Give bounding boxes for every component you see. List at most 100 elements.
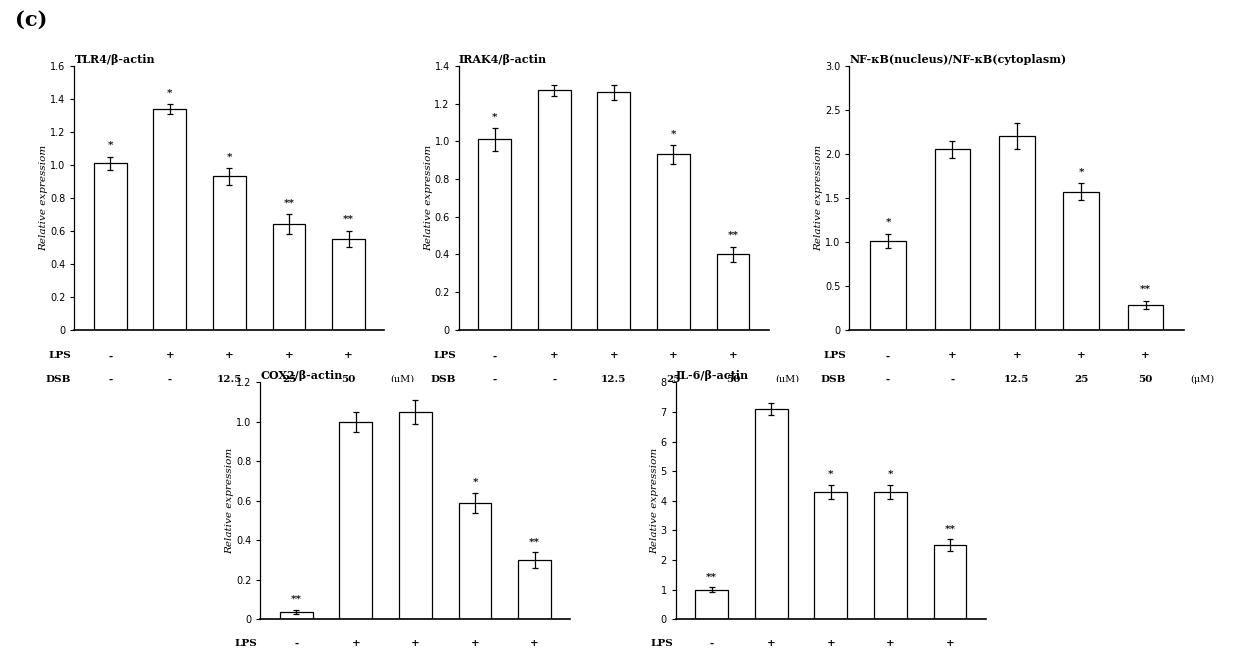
Bar [657,154,689,330]
Text: +: + [729,351,738,360]
Bar [479,139,511,330]
Bar [518,560,551,619]
Bar [874,492,906,619]
Text: 25: 25 [1074,375,1089,384]
Text: -: - [167,375,172,384]
Bar [399,412,432,619]
Text: +: + [345,351,353,360]
Text: +: + [1141,351,1149,360]
Text: +: + [1076,351,1085,360]
Bar [273,224,305,330]
Text: 50: 50 [725,375,740,384]
Text: -: - [294,639,299,648]
Text: 12.5: 12.5 [601,375,626,384]
Text: **: ** [290,594,301,604]
Text: -: - [108,375,113,384]
Text: -: - [885,375,890,384]
Text: **: ** [529,537,541,546]
Bar [935,150,970,330]
Text: *: * [227,152,232,161]
Y-axis label: Relative expressiom: Relative expressiom [650,447,660,554]
Text: -: - [108,351,113,360]
Bar [1128,305,1163,330]
Text: IRAK4/β-actin: IRAK4/β-actin [459,54,547,65]
Text: (μM): (μM) [775,375,799,384]
Text: *: * [108,141,113,150]
Text: +: + [549,351,558,360]
Bar [999,136,1034,330]
Text: 12.5: 12.5 [217,375,242,384]
Text: -: - [950,375,955,384]
Text: 50: 50 [341,375,356,384]
Text: **: ** [706,573,717,581]
Y-axis label: Relative expressiom: Relative expressiom [815,144,823,251]
Text: +: + [165,351,174,360]
Text: *: * [1079,167,1084,176]
Text: **: ** [728,231,739,240]
Bar [870,241,905,330]
Text: LPS: LPS [650,639,673,648]
Bar [538,90,570,330]
Bar [696,590,728,619]
Text: *: * [885,218,890,227]
Bar [1064,192,1099,330]
Text: +: + [949,351,957,360]
Text: -: - [709,639,714,648]
Text: +: + [471,639,480,648]
Bar [934,546,966,619]
Bar [598,92,630,330]
Text: DSB: DSB [430,375,456,384]
Y-axis label: Relative expressiom: Relative expressiom [40,144,48,251]
Text: +: + [887,639,895,648]
Text: -: - [492,375,497,384]
Text: LPS: LPS [234,639,258,648]
Text: DSB: DSB [46,375,72,384]
Text: (μM): (μM) [391,375,414,384]
Text: **: ** [343,215,355,224]
Text: (c): (c) [15,10,47,30]
Bar [94,163,126,330]
Bar [815,492,847,619]
Text: LPS: LPS [48,351,72,360]
Text: NF-κB(nucleus)/NF-κB(cytoplasm): NF-κB(nucleus)/NF-κB(cytoplasm) [849,54,1066,65]
Bar [755,409,787,619]
Text: LPS: LPS [823,351,846,360]
Text: *: * [472,478,477,487]
Text: *: * [828,470,833,478]
Bar [280,612,312,619]
Text: +: + [1012,351,1022,360]
Text: TLR4/β-actin: TLR4/β-actin [74,54,155,65]
Text: **: ** [1140,285,1151,294]
Text: +: + [826,639,836,648]
Bar [717,254,749,330]
Bar [332,239,365,330]
Y-axis label: Relative expressiom: Relative expressiom [226,447,234,554]
Text: IL-6/β-actin: IL-6/β-actin [676,370,749,382]
Text: 25: 25 [281,375,296,384]
Y-axis label: Relative expressiom: Relative expressiom [424,144,433,251]
Bar [154,109,186,330]
Text: +: + [410,639,420,648]
Text: LPS: LPS [433,351,456,360]
Text: -: - [552,375,557,384]
Text: +: + [531,639,539,648]
Text: *: * [167,88,172,97]
Text: -: - [885,351,890,360]
Text: *: * [888,470,893,478]
Text: +: + [609,351,619,360]
Text: +: + [670,351,678,360]
Text: +: + [946,639,955,648]
Text: **: ** [945,525,956,534]
Text: +: + [766,639,775,648]
Text: 50: 50 [1138,375,1153,384]
Text: 25: 25 [666,375,681,384]
Text: COX2/β-actin: COX2/β-actin [260,370,342,382]
Text: *: * [492,113,497,121]
Text: **: ** [284,198,295,208]
Text: -: - [492,351,497,360]
Text: +: + [285,351,294,360]
Text: +: + [224,351,234,360]
Text: *: * [671,129,676,138]
Text: 12.5: 12.5 [1004,375,1029,384]
Bar [459,503,491,619]
